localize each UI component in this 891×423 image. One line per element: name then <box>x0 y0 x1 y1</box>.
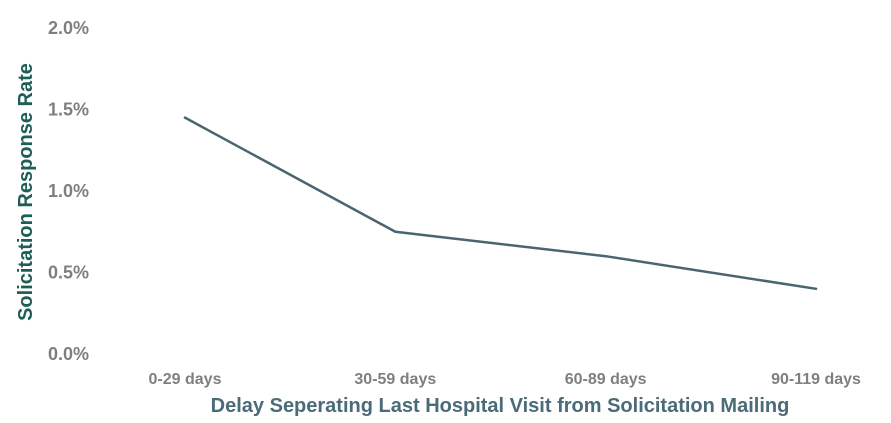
y-tick-label: 2.0% <box>48 18 89 38</box>
x-tick-label: 0-29 days <box>149 371 222 388</box>
data-point <box>604 255 607 258</box>
data-point <box>814 287 818 290</box>
x-tick-label: 90-119 days <box>771 371 861 388</box>
y-tick-label: 0.5% <box>48 263 89 283</box>
y-axis-ticks: 0.0% 0.5% 1.0% 1.5% 2.0% <box>48 18 89 364</box>
x-axis-ticks: 0-29 days 30-59 days 60-89 days 90-119 days <box>149 371 861 388</box>
y-tick-label: 1.5% <box>48 100 89 120</box>
y-axis-title: Solicitation Response Rate <box>15 63 37 321</box>
series-group <box>183 116 818 291</box>
y-tick-label: 0.0% <box>48 344 89 364</box>
y-tick-label: 1.0% <box>48 181 89 201</box>
x-tick-label: 30-59 days <box>354 371 436 388</box>
data-point <box>394 230 397 233</box>
data-point <box>183 116 187 119</box>
series-line <box>183 116 818 291</box>
x-tick-label: 60-89 days <box>565 371 647 388</box>
x-axis-title: Delay Seperating Last Hospital Visit fro… <box>211 395 790 417</box>
